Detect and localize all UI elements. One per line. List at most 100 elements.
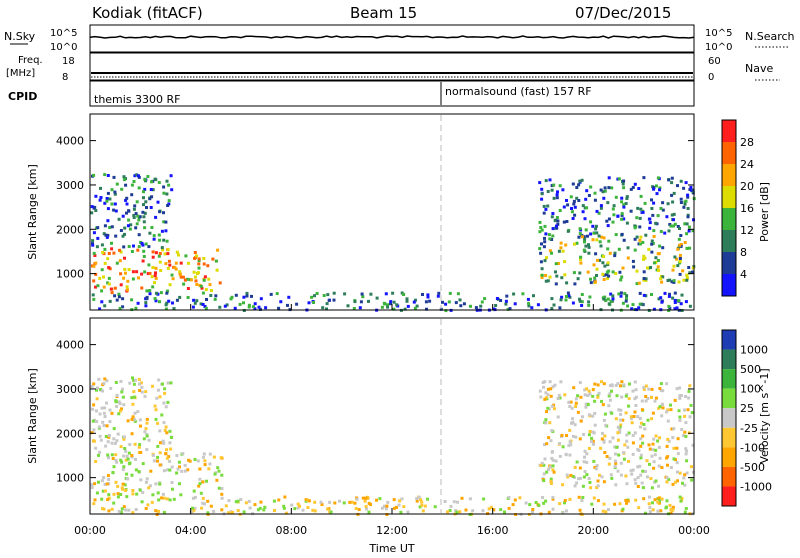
data-cell bbox=[116, 492, 120, 496]
cpid-label: CPID bbox=[8, 90, 37, 103]
data-cell bbox=[565, 473, 569, 477]
data-cell bbox=[154, 266, 158, 270]
data-cell bbox=[626, 499, 630, 503]
data-cell bbox=[603, 412, 607, 416]
data-cell bbox=[131, 492, 135, 496]
data-cell bbox=[672, 446, 676, 450]
data-cell bbox=[508, 307, 512, 311]
freq-label: Freq. bbox=[18, 55, 43, 66]
data-cell bbox=[296, 506, 300, 510]
data-cell bbox=[610, 186, 614, 190]
data-cell bbox=[192, 298, 196, 302]
data-cell bbox=[103, 406, 107, 410]
data-cell bbox=[609, 292, 613, 296]
data-cell bbox=[627, 397, 631, 401]
data-cell bbox=[122, 465, 126, 469]
data-cell bbox=[589, 277, 592, 281]
data-cell bbox=[615, 445, 619, 449]
data-cell bbox=[640, 481, 644, 485]
data-cell bbox=[98, 307, 102, 311]
data-cell bbox=[167, 183, 171, 187]
data-cell bbox=[578, 271, 582, 275]
data-cell bbox=[658, 188, 661, 192]
data-cell bbox=[594, 227, 598, 231]
data-cell bbox=[687, 266, 691, 269]
data-cell bbox=[103, 377, 107, 381]
data-cell bbox=[587, 413, 591, 417]
data-cell bbox=[154, 417, 158, 421]
data-cell bbox=[132, 207, 136, 211]
data-cell bbox=[161, 382, 164, 386]
data-cell bbox=[669, 466, 673, 469]
data-cell bbox=[686, 195, 690, 199]
data-cell bbox=[93, 498, 97, 502]
data-cell bbox=[654, 448, 658, 452]
data-cell bbox=[123, 256, 126, 260]
data-cell bbox=[558, 442, 562, 446]
data-cell bbox=[613, 502, 617, 506]
data-cell bbox=[275, 292, 279, 296]
data-cell bbox=[153, 404, 157, 408]
data-cell bbox=[304, 498, 308, 502]
data-cell bbox=[631, 259, 635, 263]
data-cell bbox=[117, 292, 121, 296]
data-cell bbox=[137, 175, 141, 179]
data-cell bbox=[96, 386, 99, 390]
data-cell bbox=[602, 382, 606, 386]
data-cell bbox=[688, 415, 692, 419]
data-cell bbox=[567, 294, 571, 298]
data-cell bbox=[168, 468, 172, 472]
data-cell bbox=[198, 467, 202, 471]
data-cell bbox=[684, 395, 687, 398]
data-cell bbox=[209, 504, 213, 508]
data-cell bbox=[250, 294, 253, 298]
velocity-bar-tick: 1000 bbox=[740, 344, 768, 357]
data-cell bbox=[611, 270, 615, 274]
data-cell bbox=[621, 507, 625, 511]
data-cell bbox=[139, 451, 143, 454]
data-cell bbox=[178, 295, 182, 299]
data-cell bbox=[607, 217, 611, 221]
data-cell bbox=[201, 501, 205, 505]
data-cell bbox=[125, 211, 128, 215]
data-cell bbox=[107, 266, 111, 270]
data-cell bbox=[658, 456, 662, 460]
data-cell bbox=[93, 254, 97, 257]
data-cell bbox=[183, 278, 187, 282]
data-cell bbox=[110, 507, 114, 511]
data-cell bbox=[619, 384, 622, 388]
data-cell bbox=[675, 257, 679, 261]
data-cell bbox=[580, 499, 584, 502]
data-cell bbox=[110, 188, 114, 192]
data-cell bbox=[598, 473, 601, 477]
data-cell bbox=[212, 455, 216, 459]
data-cell bbox=[124, 508, 128, 512]
data-cell bbox=[648, 495, 651, 499]
data-cell bbox=[124, 183, 128, 187]
data-cell bbox=[592, 442, 595, 446]
data-cell bbox=[142, 249, 146, 253]
data-cell bbox=[548, 249, 552, 253]
data-cell bbox=[672, 224, 675, 228]
data-cell bbox=[132, 214, 136, 217]
data-cell bbox=[548, 275, 552, 279]
nsearch-tick-top: 10^5 bbox=[705, 28, 732, 39]
data-cell bbox=[640, 399, 644, 403]
data-cell bbox=[169, 174, 173, 178]
data-cell bbox=[670, 193, 674, 197]
data-cell bbox=[687, 229, 691, 233]
data-cell bbox=[627, 459, 630, 463]
data-cell bbox=[652, 466, 656, 470]
data-cell bbox=[108, 299, 112, 303]
data-cell bbox=[582, 235, 586, 239]
data-cell bbox=[595, 274, 598, 277]
data-cell bbox=[227, 499, 231, 503]
data-cell bbox=[130, 183, 134, 187]
data-cell bbox=[587, 389, 591, 393]
data-cell bbox=[543, 240, 547, 244]
data-cell bbox=[149, 206, 153, 209]
data-cell bbox=[556, 262, 560, 265]
data-cell bbox=[198, 477, 202, 481]
data-cell bbox=[191, 506, 194, 510]
data-cell bbox=[678, 471, 682, 475]
